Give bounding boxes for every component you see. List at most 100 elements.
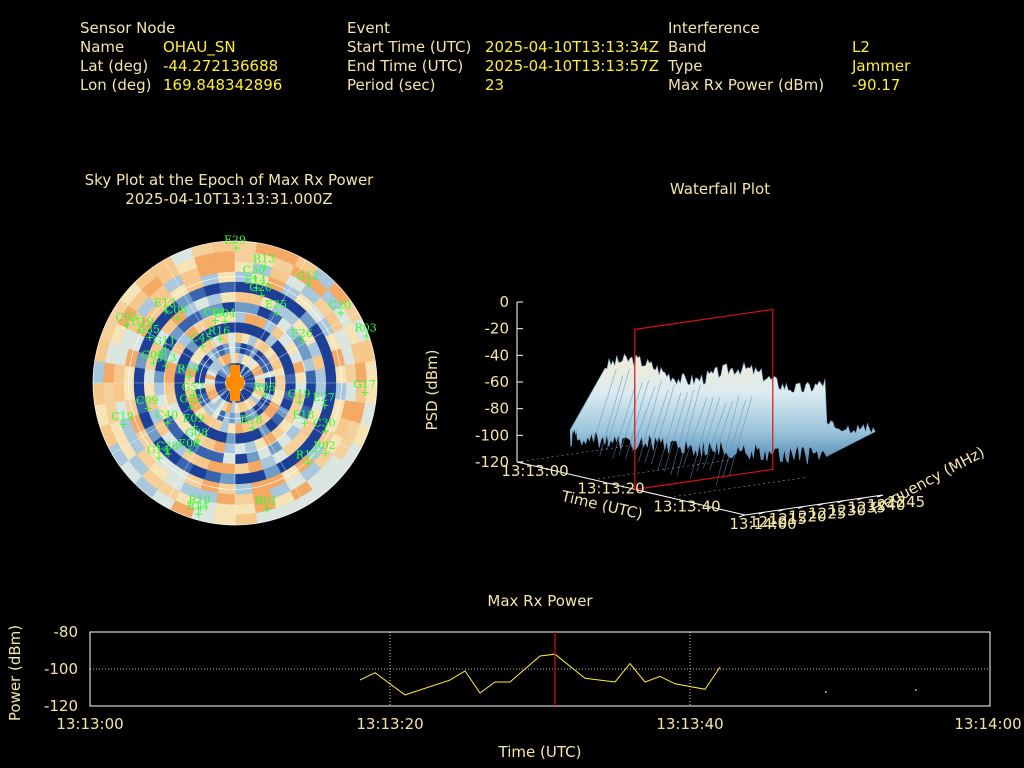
waterfall-floor-grid [668, 477, 808, 498]
surface-ridge [689, 396, 714, 479]
surface-ridge [618, 382, 643, 456]
skyplot-cell [102, 362, 116, 384]
frequency-tick-label: 1215 [769, 510, 807, 528]
surface-ridge [664, 392, 688, 472]
band-value: L2 [852, 38, 870, 56]
skyplot-cell [234, 301, 248, 314]
skyplot-cell [218, 281, 236, 294]
satellite-plus: + [198, 339, 207, 352]
surface-ridge [657, 392, 682, 471]
satellite-label: R02 [314, 439, 336, 452]
satellite-plus: + [139, 323, 148, 336]
sensor-name-value: OHAU_SN [163, 38, 236, 56]
satellite-plus: + [190, 420, 199, 433]
lat-label: Lat (deg) [80, 57, 149, 75]
satellite-label: C30 [313, 416, 335, 429]
satellite-marker: +E13 [154, 296, 176, 317]
skyplot-cell [222, 452, 236, 465]
waterfall-title: Waterfall Plot [669, 180, 771, 198]
satellite-plus: + [186, 445, 195, 458]
start-time-value: 2025-04-10T13:13:34Z [485, 38, 659, 56]
satellite-label: C20 [329, 298, 351, 311]
surface-ridge [722, 400, 746, 479]
skyplot-cell [223, 442, 236, 455]
satellite-marker: +C04 [204, 306, 226, 327]
psd-tick-label: -40 [485, 346, 510, 364]
satellite-marker: +R10 [188, 493, 210, 514]
frequency-axis-label: Frequency (MHz) [868, 443, 988, 518]
skyplot-cells [92, 240, 378, 526]
max-rx-power-value: -90.17 [852, 76, 901, 94]
satellite-marker: +E09 [182, 412, 204, 433]
waterfall-time-marker-plane [634, 308, 774, 491]
satellite-marker: +C28 [156, 439, 178, 460]
satellite-label: E26 [291, 327, 313, 340]
satellite-label: G12 [296, 269, 319, 282]
satellite-marker: +C35 [138, 323, 160, 344]
satellite-label: G08 [185, 427, 208, 440]
power-x-tick-label: 13:13:20 [356, 715, 423, 733]
surface-ridge [625, 380, 650, 459]
time-tick-label: 13:13:20 [577, 480, 644, 498]
satellite-plus: + [336, 306, 345, 319]
skyplot-cell [215, 492, 236, 505]
satellite-label: R01 [255, 495, 277, 508]
psd-tick-label: 0 [499, 293, 509, 311]
satellite-plus: + [321, 447, 330, 460]
satellite-label: C19 [111, 410, 133, 423]
time-tick-label: 13:13:40 [653, 497, 720, 515]
satellite-plus: + [298, 335, 307, 348]
satellite-label: E14 [244, 273, 266, 286]
satellite-label: C35 [138, 323, 160, 336]
skyplot-cell [234, 502, 256, 516]
satellite-plus: + [164, 447, 173, 460]
satellite-plus: + [144, 402, 153, 415]
satellite-label: R10 [188, 493, 210, 506]
surface-ridge [631, 385, 656, 452]
power-series-dots [825, 689, 917, 693]
satellite-plus: + [215, 333, 224, 346]
end-time-value: 2025-04-10T13:13:57Z [485, 57, 659, 75]
skyplot-cell [234, 452, 248, 465]
waterfall-surface [569, 353, 876, 465]
satellite-plus: + [196, 501, 205, 514]
skyplot-cell [220, 462, 236, 475]
satellite-plus: + [252, 281, 261, 294]
skyplot-azimuth-spoke [111, 382, 236, 455]
satellite-label: G19 [288, 387, 311, 400]
lon-value: 169.848342896 [163, 76, 283, 94]
frequency-tick-label: 1245 [887, 493, 925, 511]
satellite-plus: + [193, 435, 202, 448]
satellite-marker: +G57 [182, 381, 205, 402]
satellite-label: G13 [154, 351, 177, 364]
satellite-label: C30 [243, 263, 265, 276]
max-rx-power-chart-title: Max Rx Power [487, 592, 593, 610]
satellite-plus: + [362, 330, 371, 343]
psd-tick-label: -80 [485, 400, 510, 418]
satellite-plus: + [145, 331, 154, 344]
time-tick-label: 13:14:00 [729, 515, 796, 533]
skyplot-title: Sky Plot at the Epoch of Max Rx Power [84, 171, 374, 189]
satellite-label: R06 [253, 381, 275, 394]
skyplot-cell [102, 382, 116, 404]
satellite-label: R13 [253, 253, 275, 266]
power-chart-frame [89, 631, 991, 707]
skyplot-cell [92, 382, 105, 406]
satellite-plus: + [257, 289, 266, 302]
satellite-plus: + [261, 261, 270, 274]
satellite-plus: + [154, 452, 163, 465]
satellite-label: R18 [240, 413, 262, 426]
satellite-marker: +E35 [265, 298, 287, 319]
waterfall-floor-grid [592, 459, 732, 480]
satellite-marker: +G08 [185, 427, 208, 448]
satellite-label: C40 [156, 408, 178, 421]
frequency-tick-label: 1210 [749, 513, 787, 531]
frequency-tick [857, 497, 864, 501]
waterfall-surface-ridges [592, 368, 753, 486]
satellite-plus: + [187, 401, 196, 414]
skyplot-cell [234, 472, 252, 485]
frequency-tick [778, 508, 785, 512]
max-rx-power-label: Max Rx Power (dBm) [668, 76, 825, 94]
skyplot-jammer-marker [226, 365, 244, 401]
frequency-tick [876, 494, 884, 498]
